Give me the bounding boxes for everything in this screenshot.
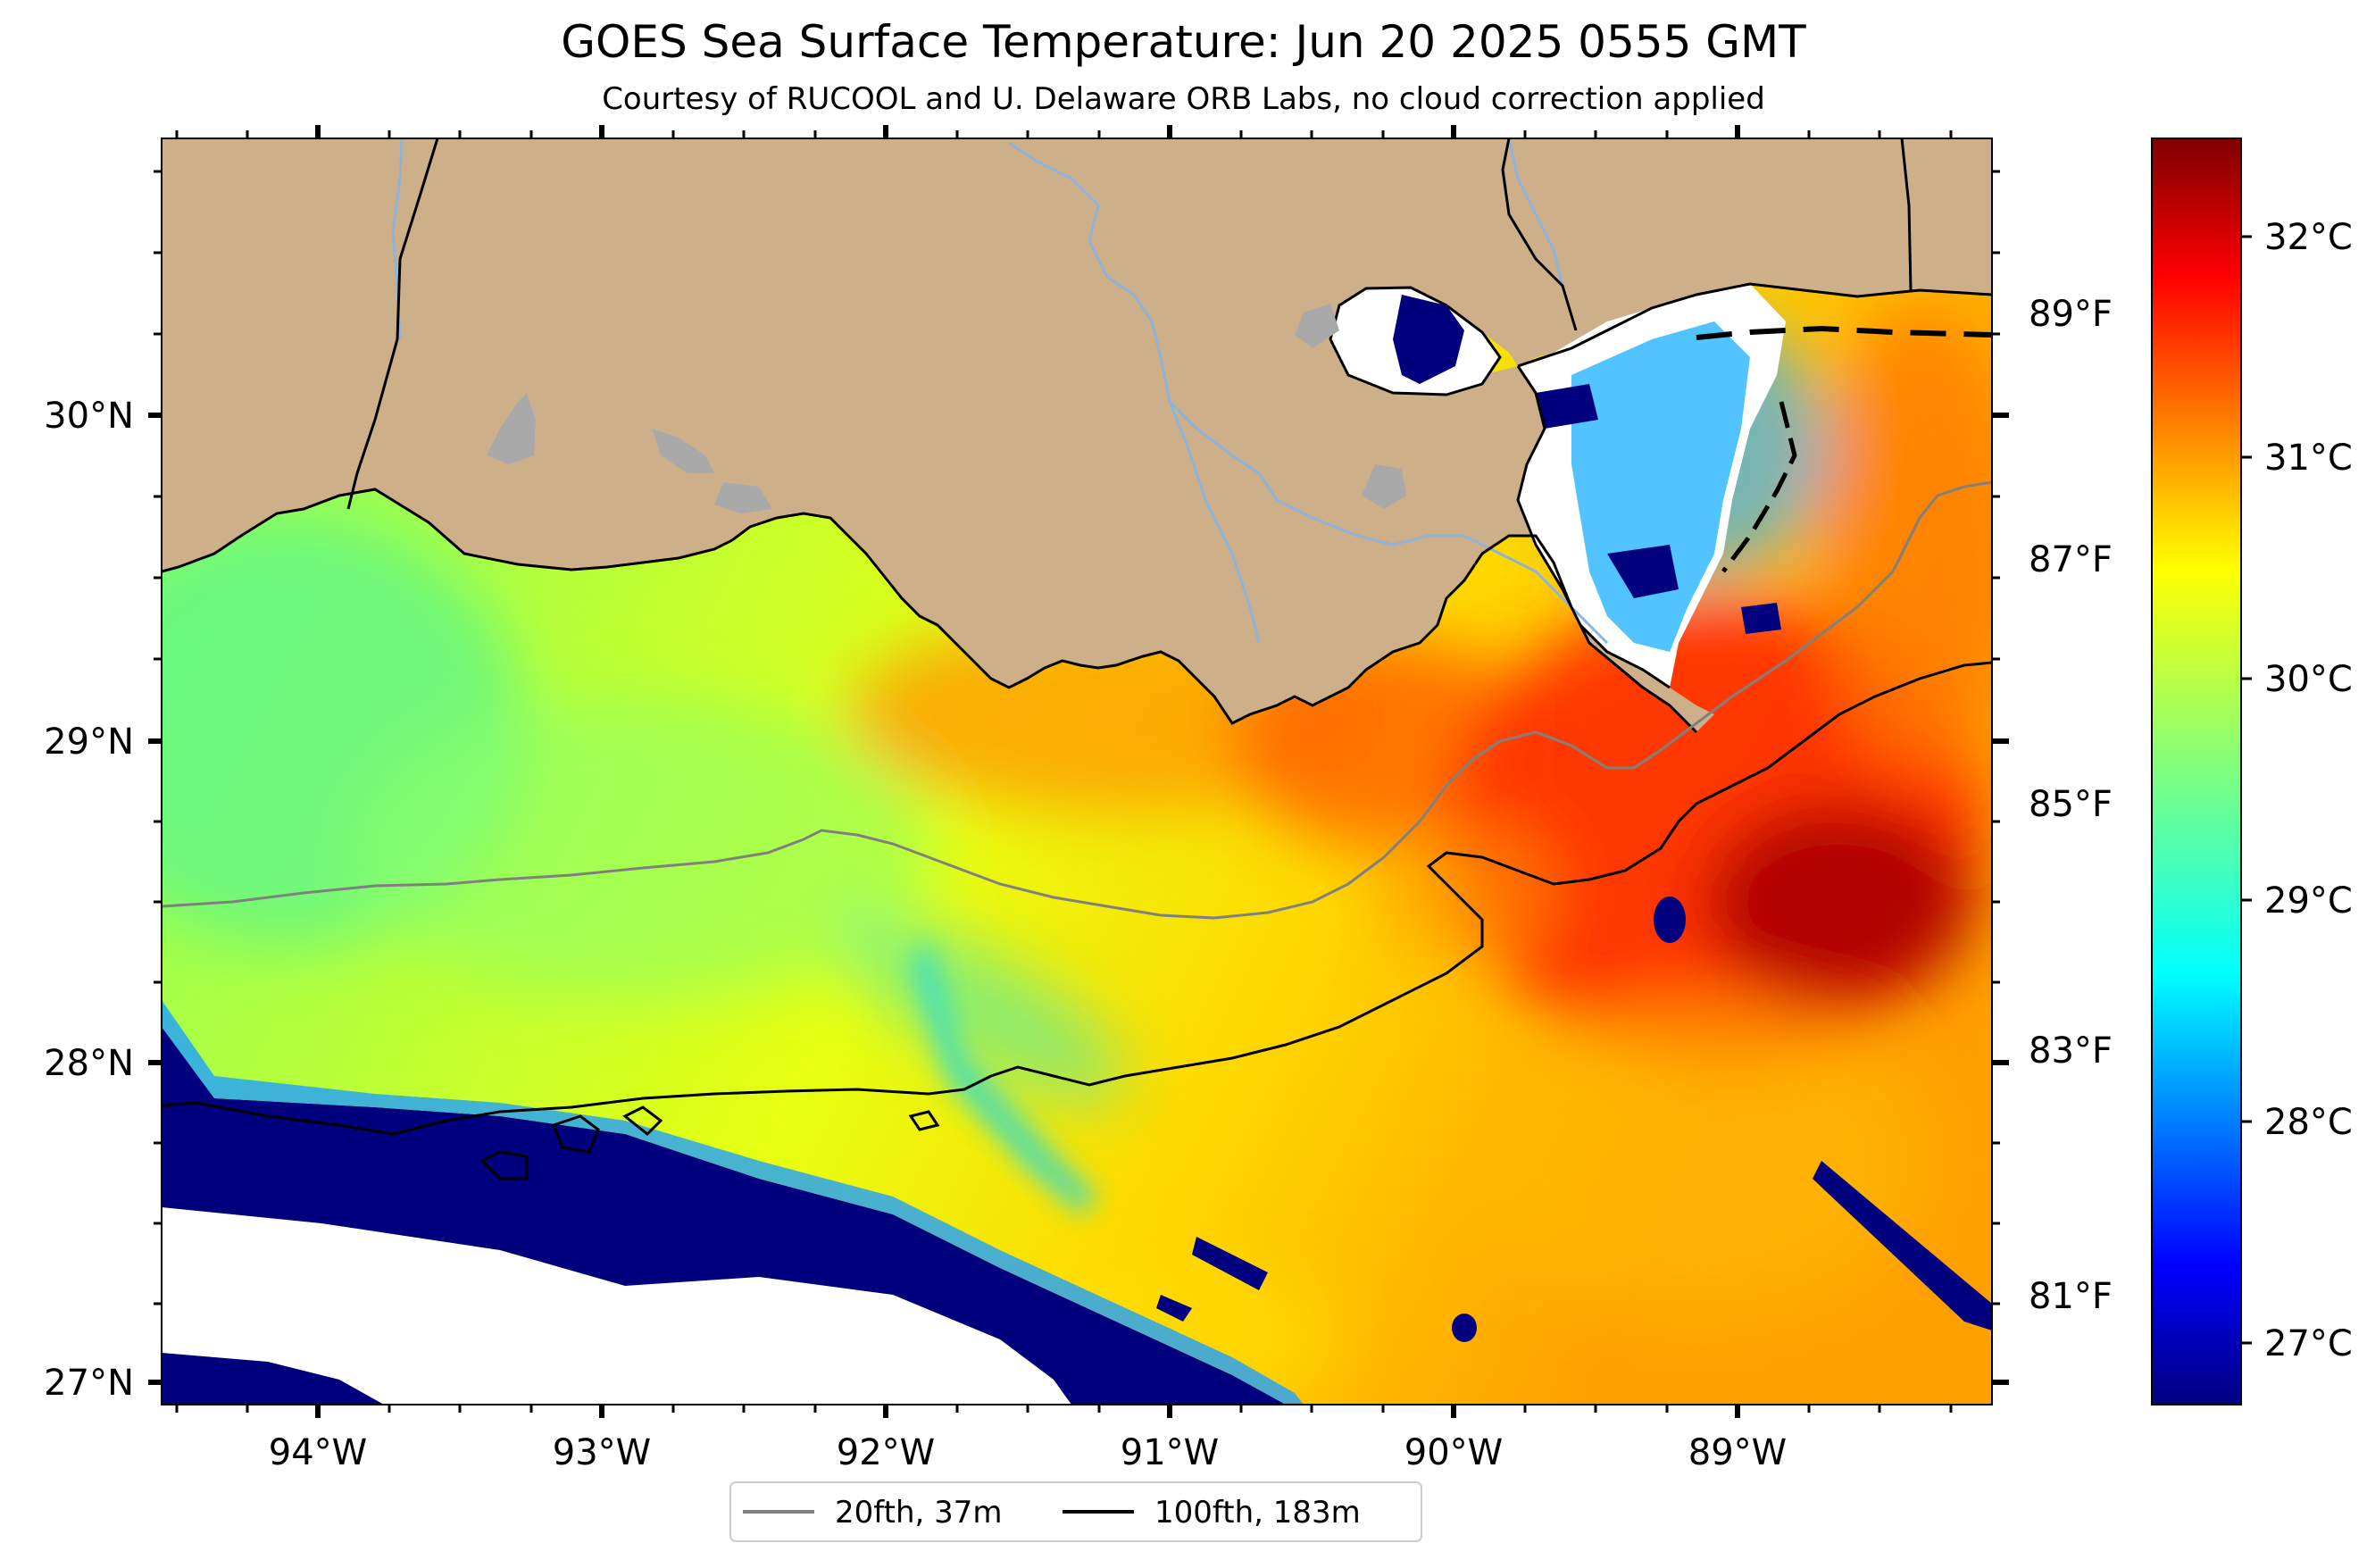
nodata-region <box>162 1207 1071 1405</box>
fahrenheit-label-87: 87°F <box>2029 539 2113 580</box>
coastal-cold-patches <box>1536 384 1781 634</box>
colorbar-ticks <box>2241 235 2252 1345</box>
lake-cold-patch <box>1393 295 1464 384</box>
celsius-label-30: 30°C <box>2264 659 2353 700</box>
barrier-islands <box>1696 325 1992 340</box>
state-border-la-ms <box>1501 138 1578 331</box>
atchafalaya-river <box>1168 401 1261 644</box>
cold-spot <box>1452 1314 1477 1342</box>
bank-contours <box>479 1105 940 1180</box>
pearl-river <box>1507 138 1564 287</box>
cold-streak-1 <box>1192 1237 1268 1290</box>
inland-lakes <box>487 304 1406 513</box>
lat-label-28n: 28°N <box>44 1043 134 1084</box>
mississippi-river <box>1008 141 1609 645</box>
fahrenheit-label-81: 81°F <box>2029 1276 2113 1317</box>
lat-label-29n: 29°N <box>44 721 134 763</box>
coastal-warm-patch <box>1571 321 1750 652</box>
celsius-label-32: 32°C <box>2264 217 2353 258</box>
page-subtitle: Courtesy of RUCOOL and U. Delaware ORB L… <box>602 81 1765 117</box>
celsius-label-31: 31°C <box>2264 438 2353 479</box>
chandeleur-islands <box>1721 401 1797 573</box>
legend-label-20fth: 20fth, 37m <box>835 1495 1003 1530</box>
lon-label-92w: 92°W <box>837 1432 935 1473</box>
lon-label-91w: 91°W <box>1121 1432 1219 1473</box>
lat-label-30n: 30°N <box>44 396 134 437</box>
cold-streak-2 <box>1156 1295 1192 1322</box>
lat-label-27n: 27°N <box>44 1363 134 1404</box>
colorbar <box>2151 138 2242 1405</box>
map-frame <box>161 138 1993 1405</box>
celsius-label-27: 27°C <box>2264 1323 2353 1364</box>
lat-ticks <box>148 413 2009 1385</box>
cold-band-edge <box>162 1000 1304 1405</box>
legend-label-100fth: 100fth, 183m <box>1154 1495 1361 1530</box>
fahrenheit-label-83: 83°F <box>2029 1030 2113 1072</box>
land <box>162 138 1992 732</box>
state-border-ms-al <box>1900 138 1913 291</box>
cool-filament <box>911 938 1098 1214</box>
fahrenheit-label-85: 85°F <box>2029 784 2113 825</box>
coastline <box>162 282 1992 734</box>
celsius-label-28: 28°C <box>2264 1102 2353 1143</box>
cold-streak-east <box>1813 1161 1992 1330</box>
isobath-20fth <box>162 480 1992 920</box>
lon-label-89w: 89°W <box>1688 1432 1787 1473</box>
cold-eddy <box>1654 897 1686 943</box>
lon-label-94w: 94°W <box>269 1432 367 1473</box>
minor-ticks <box>154 130 2000 1413</box>
map-panel <box>162 138 1992 1405</box>
lon-label-90w: 90°W <box>1404 1432 1503 1473</box>
page-title: GOES Sea Surface Temperature: Jun 20 202… <box>561 16 1806 68</box>
celsius-label-29: 29°C <box>2264 880 2353 922</box>
isobath-100fth <box>162 661 1992 1136</box>
legend: 20fth, 37m 100fth, 183m <box>729 1481 1422 1542</box>
lon-ticks <box>315 125 1740 1418</box>
state-border-tx-la <box>346 138 439 510</box>
lon-label-93w: 93°W <box>553 1432 651 1473</box>
fahrenheit-label-89: 89°F <box>2029 294 2113 335</box>
